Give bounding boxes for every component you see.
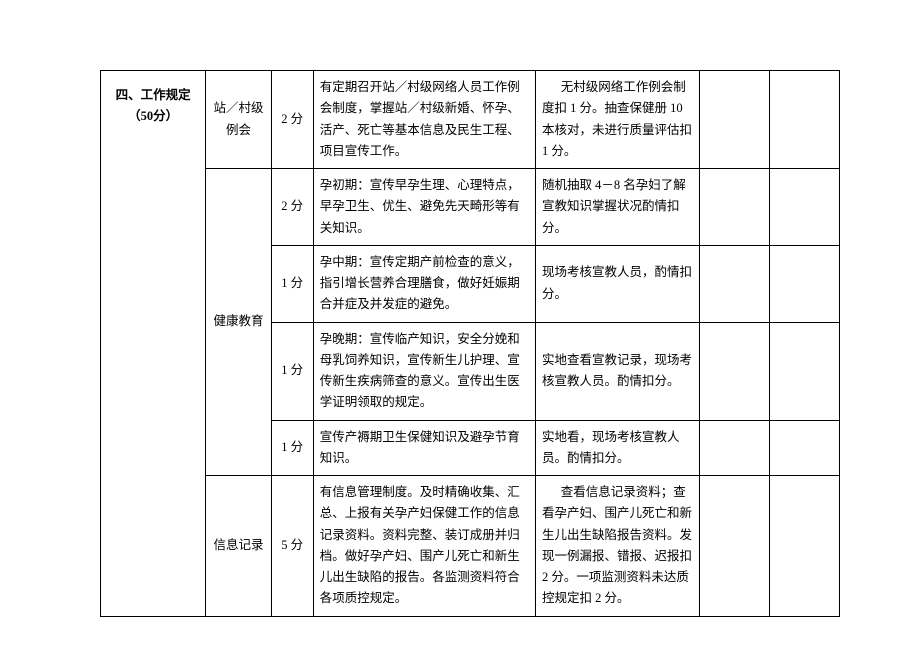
requirement-cell: 有定期召开站／村级网络人员工作例会制度，掌握站／村级新婚、怀孕、活产、死亡等基本… xyxy=(313,71,535,169)
table-row: 信息记录 5 分 有信息管理制度。及时精确收集、汇总、上报有关孕产妇保健工作的信… xyxy=(101,476,840,617)
requirement-cell: 有信息管理制度。及时精确收集、汇总、上报有关孕产妇保健工作的信息记录资料。资料完… xyxy=(313,476,535,617)
item-cell: 健康教育 xyxy=(206,169,271,476)
empty-cell xyxy=(699,420,769,476)
score-cell: 1 分 xyxy=(271,420,313,476)
score-cell: 5 分 xyxy=(271,476,313,617)
work-regulation-table: 四、工作规定（50分） 站／村级例会 2 分 有定期召开站／村级网络人员工作例会… xyxy=(100,70,840,617)
requirement-cell: 孕中期：宣传定期产前检查的意义，指引增长营养合理膳食，做好妊娠期合并症及并发症的… xyxy=(313,245,535,322)
requirement-cell: 宣传产褥期卫生保健知识及避孕节育知识。 xyxy=(313,420,535,476)
empty-cell xyxy=(769,322,839,420)
empty-cell xyxy=(769,169,839,246)
requirement-cell: 孕初期：宣传早孕生理、心理特点，早孕卫生、优生、避免先天畸形等有关知识。 xyxy=(313,169,535,246)
evaluation-cell: 实地查看宣教记录，现场考核宣教人员。酌情扣分。 xyxy=(535,322,699,420)
table-row: 健康教育 2 分 孕初期：宣传早孕生理、心理特点，早孕卫生、优生、避免先天畸形等… xyxy=(101,169,840,246)
empty-cell xyxy=(769,420,839,476)
score-cell: 2 分 xyxy=(271,169,313,246)
empty-cell xyxy=(769,245,839,322)
score-cell: 1 分 xyxy=(271,245,313,322)
empty-cell xyxy=(769,476,839,617)
empty-cell xyxy=(699,71,769,169)
item-cell: 信息记录 xyxy=(206,476,271,617)
empty-cell xyxy=(699,169,769,246)
evaluation-cell: 实地看，现场考核宣教人员。酌情扣分。 xyxy=(535,420,699,476)
item-cell: 站／村级例会 xyxy=(206,71,271,169)
score-cell: 1 分 xyxy=(271,322,313,420)
empty-cell xyxy=(699,476,769,617)
category-cell: 四、工作规定（50分） xyxy=(101,71,206,617)
empty-cell xyxy=(699,245,769,322)
evaluation-cell: 随机抽取 4－8 名孕妇了解宣教知识掌握状况酌情扣分。 xyxy=(535,169,699,246)
table-row: 四、工作规定（50分） 站／村级例会 2 分 有定期召开站／村级网络人员工作例会… xyxy=(101,71,840,169)
evaluation-cell: 现场考核宣教人员，酌情扣分。 xyxy=(535,245,699,322)
evaluation-cell: 查看信息记录资料；查看孕产妇、围产儿死亡和新生儿出生缺陷报告资料。发现一例漏报、… xyxy=(535,476,699,617)
empty-cell xyxy=(769,71,839,169)
evaluation-cell: 无村级网络工作例会制度扣 1 分。抽查保健册 10 本核对，未进行质量评估扣 1… xyxy=(535,71,699,169)
score-cell: 2 分 xyxy=(271,71,313,169)
requirement-cell: 孕晚期：宣传临产知识，安全分娩和母乳饲养知识，宣传新生儿护理、宣传新生疾病筛查的… xyxy=(313,322,535,420)
empty-cell xyxy=(699,322,769,420)
